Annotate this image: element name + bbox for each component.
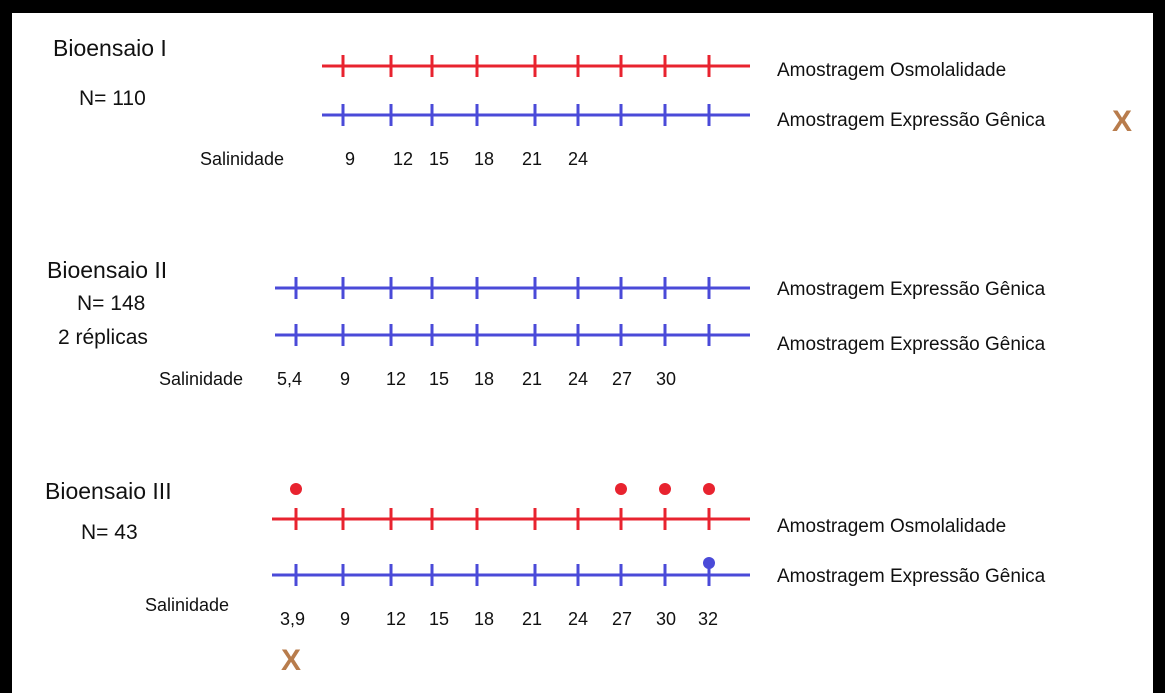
bioassay-title: Bioensaio III: [45, 478, 172, 504]
salinity-value: 32: [698, 609, 718, 629]
salinity-value: 24: [568, 149, 588, 169]
salinity-label: Salinidade: [145, 595, 229, 615]
salinity-value: 24: [568, 609, 588, 629]
salinity-value: 9: [340, 369, 350, 389]
salinity-value: 30: [656, 609, 676, 629]
salinity-value: 15: [429, 369, 449, 389]
bioassay-subtitle: N= 110: [79, 87, 146, 110]
salinity-value: 9: [345, 149, 355, 169]
sampling-dot-osmolality: [290, 483, 302, 495]
salinity-value: 12: [386, 369, 406, 389]
x-mark: X: [1112, 105, 1132, 138]
salinity-value: 9: [340, 609, 350, 629]
salinity-value: 24: [568, 369, 588, 389]
line-label: Amostragem Expressão Gênica: [777, 279, 1046, 300]
diagram-panel: Bioensaio I N= 110 Amostragem Osmolalidade…: [12, 13, 1153, 693]
line-label: Amostragem Expressão Gênica: [777, 566, 1046, 587]
bioassay-subtitle: N= 43: [81, 521, 138, 544]
salinity-value: 21: [522, 369, 542, 389]
salinity-value: 5,4: [277, 369, 302, 389]
salinity-value: 21: [522, 609, 542, 629]
salinity-value: 15: [429, 609, 449, 629]
salinity-value: 18: [474, 609, 494, 629]
salinity-label: Salinidade: [200, 149, 284, 169]
sampling-dot-osmolality: [703, 483, 715, 495]
bioassay-subtitle: 2 réplicas: [58, 326, 148, 349]
salinity-value: 18: [474, 369, 494, 389]
line-label: Amostragem Osmolalidade: [777, 60, 1006, 81]
salinity-value: 3,9: [280, 609, 305, 629]
bioassay-title: Bioensaio I: [53, 35, 167, 61]
bioassay-title: Bioensaio II: [47, 257, 167, 283]
salinity-value: 27: [612, 609, 632, 629]
salinity-value: 27: [612, 369, 632, 389]
line-label: Amostragem Osmolalidade: [777, 516, 1006, 537]
salinity-value: 21: [522, 149, 542, 169]
line-label: Amostragem Expressão Gênica: [777, 334, 1046, 355]
line-label: Amostragem Expressão Gênica: [777, 110, 1046, 131]
salinity-value: 30: [656, 369, 676, 389]
sampling-diagram: Bioensaio I N= 110 Amostragem Osmolalidade…: [45, 35, 1132, 677]
salinity-value: 15: [429, 149, 449, 169]
salinity-label: Salinidade: [159, 369, 243, 389]
x-mark: X: [281, 644, 301, 677]
salinity-value: 18: [474, 149, 494, 169]
salinity-value: 12: [393, 149, 413, 169]
salinity-value: 12: [386, 609, 406, 629]
sampling-dot-osmolality: [659, 483, 671, 495]
sampling-dot-gene_expression: [703, 557, 715, 569]
bioassay-subtitle: N= 148: [77, 292, 145, 315]
sampling-dot-osmolality: [615, 483, 627, 495]
